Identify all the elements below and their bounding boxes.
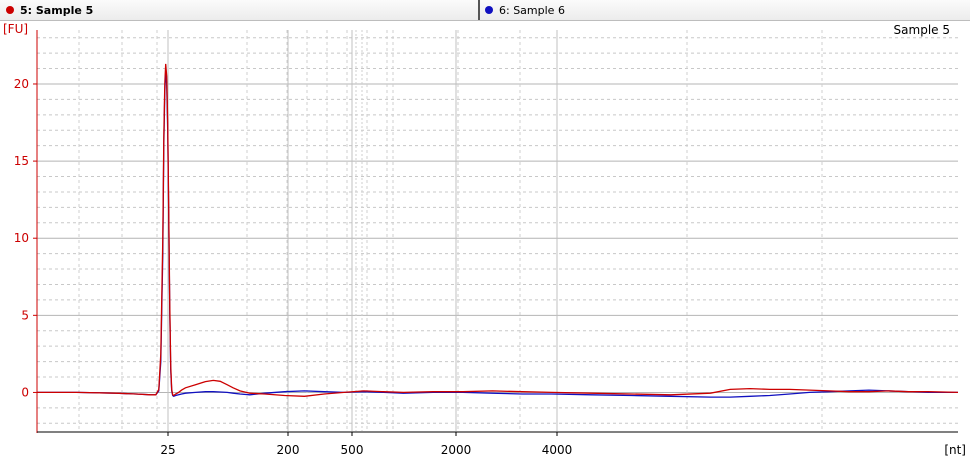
tab-sample-6-label: 6: Sample 6	[499, 3, 565, 17]
chart-title: Sample 5	[894, 23, 950, 37]
y-tick-label: 15	[14, 154, 29, 168]
y-tick-label: 10	[14, 231, 29, 245]
sample-tab-bar: 5: Sample 5 6: Sample 6	[0, 0, 970, 21]
grid-lines	[37, 30, 958, 431]
y-axis-label: [FU]	[3, 22, 28, 36]
y-tick-label: 5	[21, 308, 29, 322]
tab-sample-5-label: 5: Sample 5	[20, 3, 94, 17]
x-tick-label: 200	[277, 443, 300, 457]
x-tick-label: 500	[341, 443, 364, 457]
series-line-sample-5	[37, 63, 959, 397]
x-tick-label: 25	[160, 443, 175, 457]
x-axis-label: [nt]	[944, 443, 966, 457]
axes	[33, 30, 958, 436]
y-tick-label: 20	[14, 77, 29, 91]
electropherogram-chart: 0 5 10 15 20 25 200 500 2000 4000 [FU] [nt] Sample 5	[3, 22, 966, 457]
axis-labels: 0 5 10 15 20 25 200 500 2000 4000 [FU] [nt] Sample 5	[3, 22, 966, 457]
x-tick-label: 2000	[441, 443, 472, 457]
x-tick-label: 4000	[542, 443, 573, 457]
tab-divider	[478, 0, 480, 20]
y-tick-label: 0	[21, 385, 29, 399]
series-lines	[37, 63, 959, 398]
red-dot-icon	[6, 6, 14, 14]
blue-dot-icon	[485, 6, 493, 14]
series-line-sample-6	[37, 71, 958, 398]
tab-sample-6[interactable]: 6: Sample 6	[485, 0, 565, 20]
tab-sample-5[interactable]: 5: Sample 5	[6, 0, 93, 20]
